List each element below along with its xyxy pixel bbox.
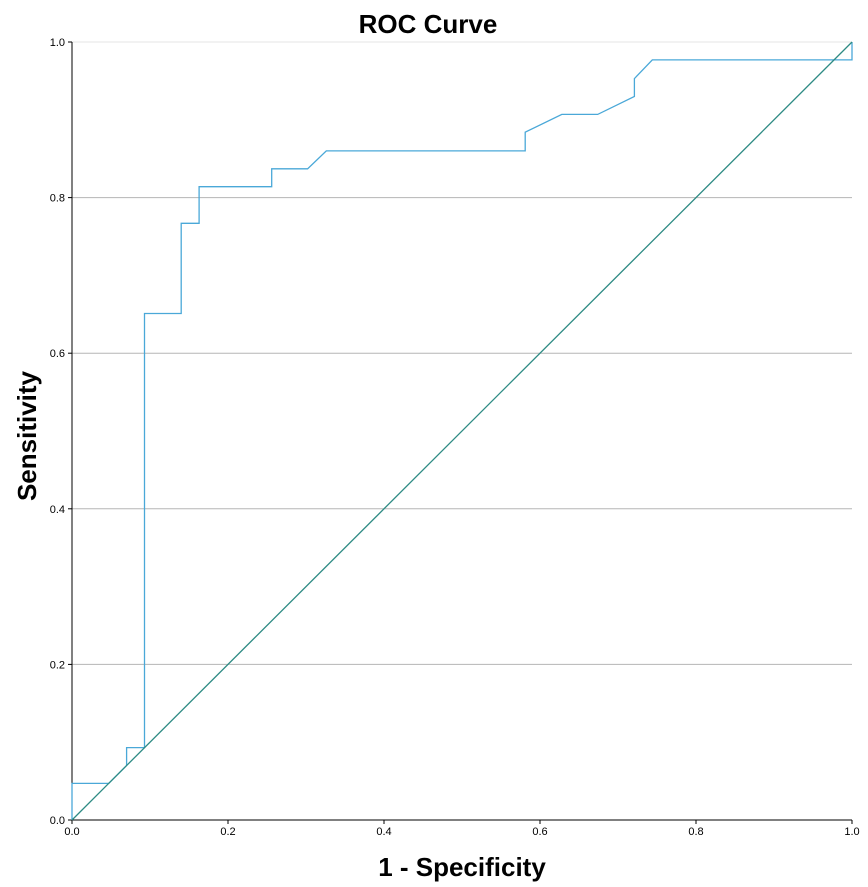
y-tick-label: 0.0 — [50, 815, 65, 827]
axes — [71, 42, 852, 821]
x-tick-label: 0.4 — [376, 826, 391, 838]
chart-title: ROC Curve — [359, 9, 498, 39]
x-tick-label: 0.2 — [220, 826, 235, 838]
series-layer — [71, 41, 853, 821]
x-tick-label: 0.8 — [688, 826, 703, 838]
x-tick-label: 1.0 — [844, 826, 859, 838]
reference-diagonal-line — [71, 41, 853, 821]
x-axis-label: 1 - Specificity — [378, 852, 546, 882]
y-tick-label: 1.0 — [50, 37, 65, 49]
roc-curve-line — [71, 42, 853, 820]
gridlines — [72, 41, 852, 665]
y-tick-label: 0.6 — [50, 348, 65, 360]
y-tick-label: 0.4 — [50, 504, 65, 516]
tick-labels: 0.0 0.2 0.4 0.6 0.8 1.0 0.0 0.2 0.4 0.6 0.8 1.0 — [50, 37, 860, 838]
y-tick-label: 0.8 — [50, 193, 65, 205]
x-tick-label: 0.0 — [64, 826, 79, 838]
x-tick-label: 0.6 — [532, 826, 547, 838]
y-tick-label: 0.2 — [50, 659, 65, 671]
y-axis-label: Sensitivity — [12, 370, 42, 501]
